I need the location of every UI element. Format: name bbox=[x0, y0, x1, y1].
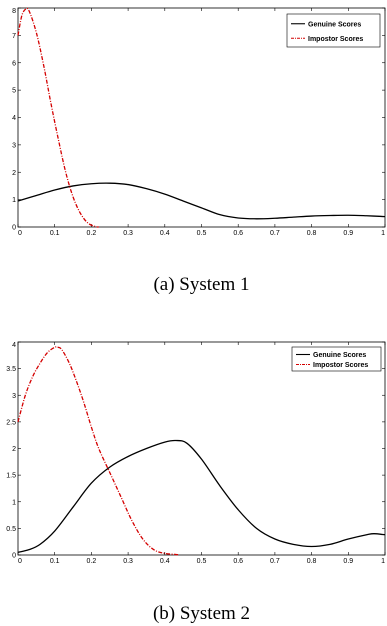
series-line-genuine-scores bbox=[17, 439, 386, 553]
x-tick-label: 0.3 bbox=[123, 558, 133, 565]
x-tick-label: 0.4 bbox=[160, 230, 170, 237]
chart-1: 0 0.1 0.2 0.3 0.4 0.5 0.6 0.7 0.8 0.9 1 0 1 2 3 4 5 6 7 8 Ge… bbox=[12, 7, 386, 295]
chart-caption: (b) System 2 bbox=[153, 603, 250, 624]
chart-caption: (a) System 1 bbox=[153, 274, 249, 295]
y-tick-label: 3 bbox=[12, 393, 16, 400]
chart-2: 0 0.1 0.2 0.3 0.4 0.5 0.6 0.7 0.8 0.9 1 0 0.5 1 1.5 2 2.… bbox=[6, 341, 386, 624]
y-tick-label: 7 bbox=[12, 33, 16, 40]
x-tick-label: 0.7 bbox=[270, 230, 280, 237]
y-tick-label: 0.5 bbox=[6, 526, 16, 533]
legend: Genuine Scores Impostor Scores bbox=[286, 13, 381, 48]
y-tick-label: 2 bbox=[12, 446, 16, 453]
x-tick-label: 0.3 bbox=[123, 230, 133, 237]
legend-box bbox=[291, 346, 382, 372]
plot-frame bbox=[17, 341, 386, 556]
y-tick-label: 4 bbox=[12, 342, 16, 349]
y-tick-label: 5 bbox=[12, 88, 16, 95]
x-tick-label: 0.6 bbox=[233, 230, 243, 237]
x-tick-label: 0 bbox=[18, 558, 22, 565]
x-tick-label: 0.7 bbox=[270, 558, 280, 565]
x-tick-label: 0.6 bbox=[233, 558, 243, 565]
x-tick-label: 0.1 bbox=[50, 558, 60, 565]
y-tick-label: 1.5 bbox=[6, 473, 16, 480]
x-tick-label: 0.8 bbox=[307, 558, 317, 565]
y-tick-label: 3 bbox=[12, 142, 16, 149]
y-tick-label: 2.5 bbox=[6, 419, 16, 426]
series-line-impostor-scores bbox=[17, 346, 180, 556]
x-tick-label: 0.5 bbox=[197, 230, 207, 237]
y-tick-label: 1 bbox=[12, 499, 16, 506]
legend-entry: Genuine Scores bbox=[313, 352, 366, 359]
x-tick-label: 0.8 bbox=[307, 230, 317, 237]
x-tick-label: 0.5 bbox=[197, 558, 207, 565]
series-line-genuine-scores bbox=[17, 182, 386, 220]
legend-entry: Genuine Scores bbox=[308, 21, 361, 28]
x-tick-label: 0.2 bbox=[87, 558, 97, 565]
y-tick-label: 4 bbox=[12, 115, 16, 122]
legend-entry: Impostor Scores bbox=[308, 36, 363, 43]
legend-entry: Impostor Scores bbox=[313, 362, 368, 369]
x-tick-label: 1 bbox=[381, 230, 385, 237]
legend-box bbox=[286, 13, 381, 48]
y-tick-label: 3.5 bbox=[6, 366, 16, 373]
x-tick-label: 0.4 bbox=[160, 558, 170, 565]
x-tick-label: 0.2 bbox=[87, 230, 97, 237]
legend: Genuine Scores Impostor Scores bbox=[291, 346, 382, 372]
x-tick-label: 0.1 bbox=[50, 230, 60, 237]
y-tick-label: 8 bbox=[12, 8, 16, 15]
y-tick-label: 0 bbox=[12, 225, 16, 232]
y-tick-label: 0 bbox=[12, 553, 16, 560]
x-tick-label: 0.9 bbox=[343, 558, 353, 565]
x-tick-label: 1 bbox=[381, 558, 385, 565]
series-line-impostor-scores bbox=[17, 7, 99, 228]
y-tick-label: 6 bbox=[12, 60, 16, 67]
y-tick-label: 2 bbox=[12, 170, 16, 177]
y-tick-label: 1 bbox=[12, 197, 16, 204]
x-tick-label: 0 bbox=[18, 230, 22, 237]
x-tick-label: 0.9 bbox=[343, 230, 353, 237]
